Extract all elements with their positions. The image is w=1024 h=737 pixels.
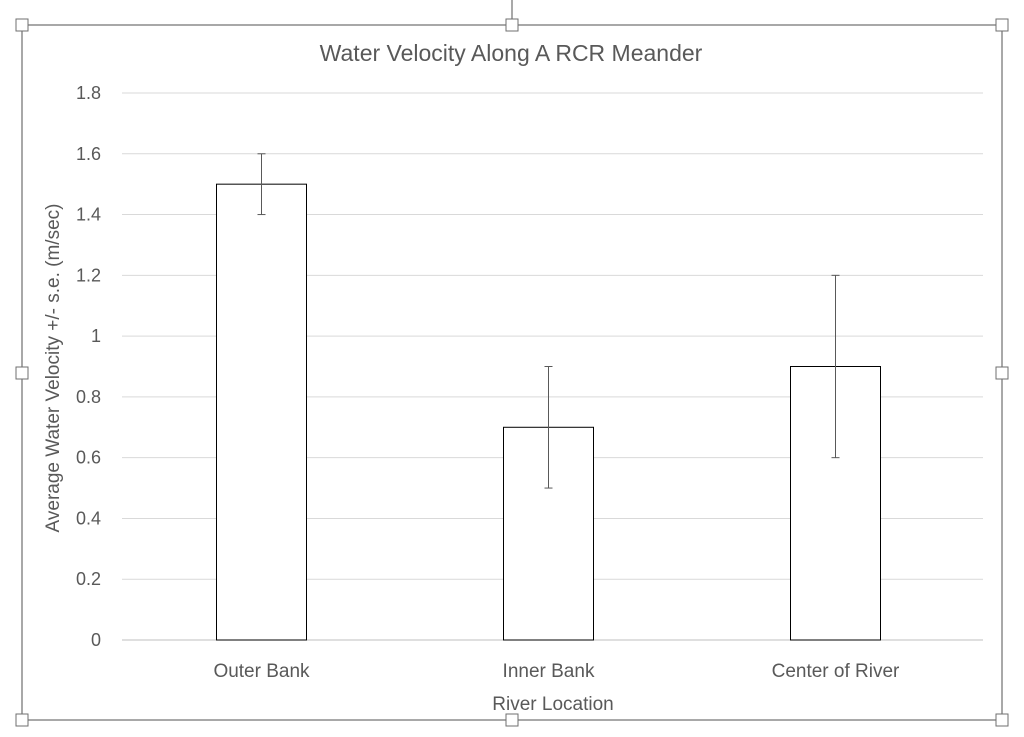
y-axis-label: Average Water Velocity +/- s.e. (m/sec) — [43, 204, 64, 533]
y-tick-label: 0.8 — [76, 387, 101, 407]
resize-handle[interactable] — [15, 18, 29, 32]
resize-handle[interactable] — [15, 366, 29, 380]
x-tick-label: Inner Bank — [503, 661, 595, 682]
y-tick-label: 1.6 — [76, 144, 101, 164]
y-tick-label: 1.2 — [76, 265, 101, 285]
bar — [216, 183, 307, 641]
resize-handle[interactable] — [15, 713, 29, 727]
resize-handle[interactable] — [995, 18, 1009, 32]
chart-title: Water Velocity Along A RCR Meander — [320, 40, 703, 66]
y-tick-label: 1.4 — [76, 205, 101, 225]
x-tick-labels: Outer Bank Inner Bank Center of River — [213, 661, 900, 682]
y-tick-label: 0.6 — [76, 448, 101, 468]
bars — [216, 183, 881, 641]
resize-handle[interactable] — [995, 366, 1009, 380]
resize-handles[interactable] — [15, 18, 1009, 727]
x-tick-label: Outer Bank — [213, 661, 310, 682]
y-tick-labels: 0 0.2 0.4 0.6 0.8 1 1.2 1.4 1.6 1.8 — [76, 83, 101, 650]
x-axis-label: River Location — [492, 694, 613, 715]
resize-handle[interactable] — [995, 713, 1009, 727]
y-tick-label: 1 — [91, 326, 101, 346]
resize-handle[interactable] — [505, 18, 519, 32]
x-tick-label: Center of River — [772, 661, 900, 682]
y-tick-label: 0.2 — [76, 569, 101, 589]
error-bars — [257, 153, 840, 489]
y-tick-label: 0.4 — [76, 508, 101, 528]
resize-handle[interactable] — [505, 713, 519, 727]
y-tick-label: 1.8 — [76, 83, 101, 103]
y-tick-label: 0 — [91, 630, 101, 650]
